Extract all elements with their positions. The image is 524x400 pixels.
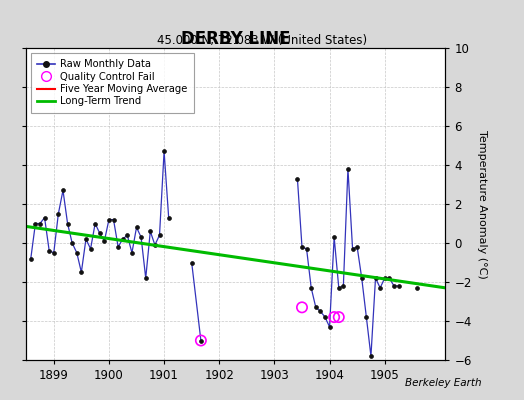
Point [330, 314, 339, 320]
Point [196, 337, 205, 344]
Text: 45.000 N, 72.083 W (United States): 45.000 N, 72.083 W (United States) [157, 34, 367, 47]
Legend: Raw Monthly Data, Quality Control Fail, Five Year Moving Average, Long-Term Tren: Raw Monthly Data, Quality Control Fail, … [31, 53, 193, 112]
Y-axis label: Temperature Anomaly (°C): Temperature Anomaly (°C) [477, 130, 487, 278]
Point [335, 314, 343, 320]
Title: DERBY LINE: DERBY LINE [181, 30, 290, 48]
Text: Berkeley Earth: Berkeley Earth [406, 378, 482, 388]
Point [298, 304, 306, 310]
